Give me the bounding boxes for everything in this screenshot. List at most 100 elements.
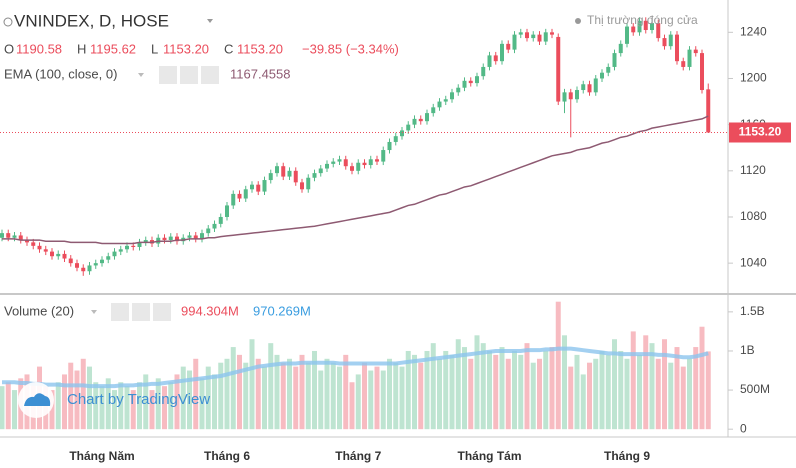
- candle-body: [43, 249, 48, 252]
- volume-bar: [230, 347, 236, 430]
- volume-bar: [262, 366, 267, 430]
- volume-bar: [49, 390, 55, 430]
- volume-bar: [0, 386, 5, 430]
- volume-bar: [280, 362, 286, 430]
- candle-body: [37, 245, 42, 250]
- candle-body: [668, 34, 673, 47]
- candle-body: [700, 53, 704, 91]
- dropdown-arrow[interactable]: [91, 310, 97, 314]
- volume-bar: [637, 354, 642, 430]
- y-tick-label: 500M: [740, 382, 770, 396]
- volume-bar: [480, 343, 486, 430]
- volume-bar: [155, 378, 161, 430]
- volume-bar: [87, 366, 92, 430]
- candle-body: [581, 84, 586, 91]
- candle-body: [250, 184, 254, 190]
- ohlc-l-value: 1153.20: [163, 41, 209, 56]
- volume-bar: [568, 366, 574, 430]
- candle-body: [575, 90, 579, 100]
- volume-bar: [518, 354, 524, 430]
- volume-bar: [474, 335, 480, 430]
- volume-bar: [312, 350, 317, 430]
- remove-button[interactable]: [201, 66, 219, 84]
- status-dot: [575, 18, 581, 24]
- volume-bar: [93, 382, 99, 430]
- ema-value: 1167.4558: [230, 66, 291, 81]
- volume-bar: [330, 362, 336, 430]
- settings-button[interactable]: [132, 303, 150, 321]
- candle-body: [62, 253, 67, 259]
- candle-body: [331, 161, 336, 164]
- candle-body: [706, 89, 711, 133]
- volume-bar: [255, 358, 261, 430]
- candle-body: [631, 26, 636, 33]
- ohlc-c-value: 1153.20: [237, 41, 283, 56]
- candle-body: [650, 23, 654, 31]
- volume-bar: [380, 370, 386, 430]
- volume-bar: [587, 362, 592, 430]
- volume-bar: [80, 358, 86, 430]
- volume-bar: [562, 335, 567, 430]
- candle-body: [475, 76, 479, 84]
- volume-bar: [393, 362, 399, 430]
- dropdown-arrow[interactable]: [138, 73, 144, 77]
- logo-cloud: [24, 393, 51, 406]
- candle-body: [100, 259, 104, 264]
- volume-bar: [130, 390, 136, 430]
- volume-bar: [662, 339, 667, 430]
- volume-bar: [193, 358, 199, 430]
- candle-body: [193, 235, 198, 239]
- ema-line: [2, 115, 709, 245]
- volume-bar: [699, 326, 705, 430]
- volume-bar: [543, 350, 549, 430]
- candle-body: [293, 170, 298, 183]
- volume-bar: [555, 301, 561, 430]
- candle-body: [93, 263, 98, 266]
- candle-body: [550, 32, 554, 35]
- candle-body: [506, 43, 511, 50]
- volume-bar: [368, 370, 374, 430]
- volume-bar: [105, 378, 111, 430]
- volume-bar: [430, 343, 436, 430]
- volume-bar: [668, 362, 674, 430]
- ohlc-change: −39.85 (−3.34%): [302, 41, 399, 56]
- volume-bar: [5, 382, 11, 430]
- volume-bar: [437, 358, 442, 430]
- dropdown-arrow[interactable]: [207, 19, 213, 23]
- candle-body: [393, 136, 398, 142]
- candle-body: [387, 141, 392, 151]
- candle-body: [50, 251, 54, 257]
- last-price-box: [729, 122, 791, 143]
- volume-bar: [405, 350, 411, 430]
- candle-body: [681, 61, 686, 67]
- volume-bar: [243, 362, 249, 430]
- candle-body: [275, 166, 279, 174]
- volume-bar: [68, 362, 74, 430]
- watermark: Chart by TradingView: [18, 382, 210, 418]
- volume-bar: [487, 350, 492, 430]
- ohlc-h-value: 1195.62: [90, 41, 136, 56]
- candle-body: [168, 236, 173, 241]
- candle-body: [131, 245, 136, 247]
- candle-body: [618, 43, 623, 54]
- candle-body: [512, 34, 517, 50]
- candle-body: [543, 32, 548, 42]
- volume-bar: [505, 358, 511, 430]
- candle-body: [256, 184, 261, 192]
- eye-button[interactable]: [159, 66, 177, 84]
- candle-body: [481, 66, 486, 77]
- volume-bar: [55, 382, 61, 430]
- volume-bar: [680, 366, 686, 430]
- remove-button[interactable]: [153, 303, 171, 321]
- volume-bar: [349, 382, 355, 430]
- volume-bar: [524, 343, 530, 430]
- settings-button[interactable]: [180, 66, 198, 84]
- eye-button[interactable]: [111, 303, 129, 321]
- candle-body: [56, 253, 61, 257]
- volume-bar: [580, 374, 586, 430]
- volume-bar: [337, 366, 342, 430]
- volume-legend: Volume (20): [4, 303, 74, 318]
- watermark-text: Chart by TradingView: [67, 391, 210, 408]
- volume-bar: [493, 354, 499, 430]
- candle-body: [75, 263, 79, 268]
